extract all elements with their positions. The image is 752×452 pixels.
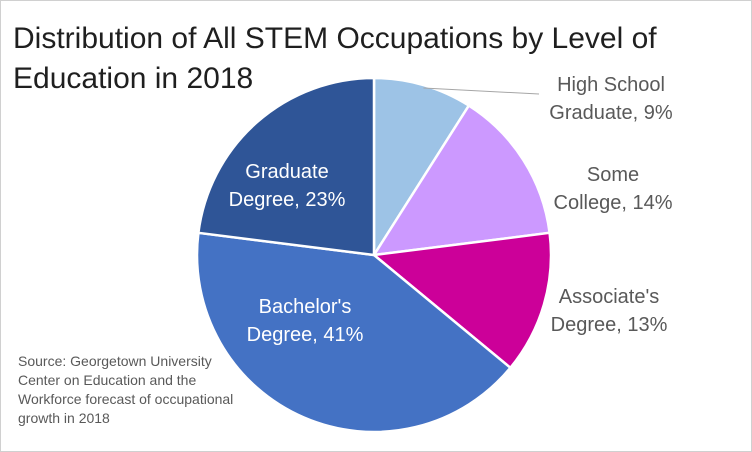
pie-slice-graduate-degree bbox=[197, 76, 376, 257]
pie-slice-some-college bbox=[371, 103, 551, 257]
pie-slice-associate-s-degree bbox=[370, 231, 553, 370]
slice-label-line: Graduate, 9% bbox=[549, 102, 673, 124]
slice-label-line: College, 14% bbox=[554, 192, 673, 214]
slice-label-line: Degree, 13% bbox=[551, 314, 668, 336]
slice-label-line: Some bbox=[587, 164, 639, 186]
slice-label-line: Bachelor's bbox=[259, 296, 352, 318]
leader-line bbox=[423, 87, 540, 95]
slice-label-bachelor-s-degree: Bachelor's Degree, 41% bbox=[247, 296, 364, 346]
chart-title: Distribution of All STEM Occupations by … bbox=[13, 22, 657, 95]
slice-label-line: High School bbox=[557, 74, 665, 96]
pie-slice-bachelor-s-degree bbox=[195, 231, 513, 434]
slice-label-graduate-degree: Graduate Degree, 23% bbox=[229, 161, 346, 211]
source-note: Source: Georgetown University Center on … bbox=[18, 353, 234, 426]
slice-label-some-college: Some College, 14% bbox=[554, 164, 673, 214]
slice-label-line: Associate's bbox=[559, 286, 660, 308]
slice-label-line: Degree, 23% bbox=[229, 189, 346, 211]
slice-label-line: Degree, 41% bbox=[247, 324, 364, 346]
slice-label-high-school-graduate: High School Graduate, 9% bbox=[549, 74, 673, 124]
pie-slice-high-school-graduate bbox=[372, 76, 471, 260]
slice-label-associate-s-degree: Associate's Degree, 13% bbox=[551, 286, 668, 336]
slice-label-line: Graduate bbox=[245, 161, 328, 183]
